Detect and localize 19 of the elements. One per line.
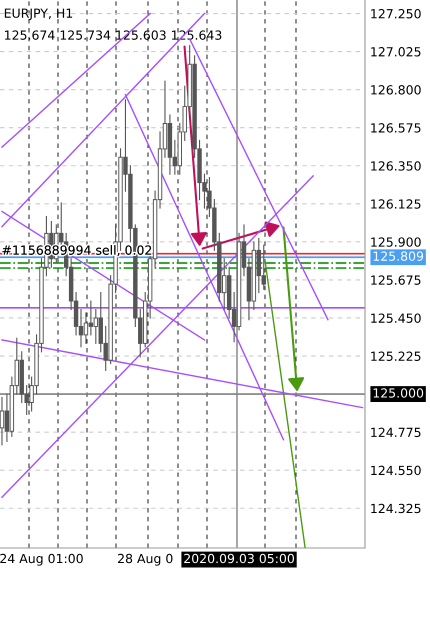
y-tick-label: 125.450	[371, 313, 421, 323]
y-tick-label: 127.025	[371, 47, 420, 57]
x-tick-label: 2020.09.03 05:00	[184, 554, 294, 564]
y-tick-label: 126.575	[371, 123, 420, 133]
y-tick-label: 125.900	[371, 237, 421, 247]
y-tick-label: 126.125	[371, 199, 420, 209]
y-tick-label: 125.675	[371, 275, 420, 285]
y-tick-label: 124.775	[371, 428, 420, 438]
y-tick-label: 126.800	[371, 85, 421, 95]
y-tick-label: 124.550	[371, 466, 421, 476]
y-tick-label: 125.225	[371, 352, 420, 361]
ref-line-label: 125.809	[374, 251, 424, 261]
x-tick-label: 28 Aug 0	[118, 554, 172, 566]
x-tick-label: 24 Aug 01:00	[0, 554, 83, 566]
y-tick-label: 126.350	[371, 161, 421, 171]
ref-line-label: 125.000	[374, 388, 424, 398]
text: EURJPY, H1	[4, 8, 72, 20]
y-tick-label: 127.250	[371, 9, 421, 18]
y-tick-label: 124.325	[371, 504, 420, 514]
